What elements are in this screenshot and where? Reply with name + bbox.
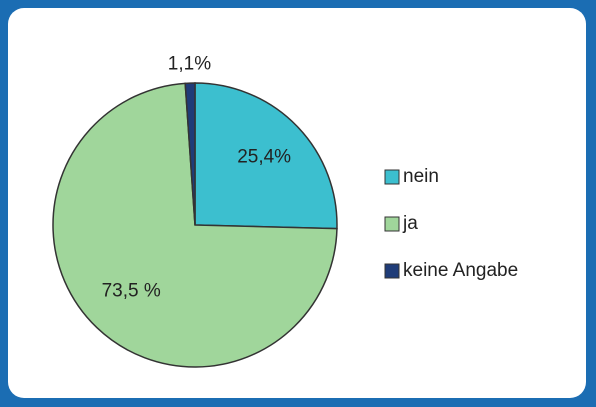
legend-swatch: [384, 263, 400, 279]
pie-slice: [184, 82, 196, 226]
data-label: 1,1%: [168, 54, 211, 75]
legend-swatch: [384, 169, 400, 185]
pie-slice: [52, 82, 338, 368]
legend-label: ja: [402, 213, 418, 234]
legend-label: nein: [403, 166, 439, 187]
data-label: 73,5 %: [102, 281, 161, 302]
pie-slice: [194, 82, 338, 230]
legend-swatch: [384, 216, 400, 232]
data-label: 25,4%: [237, 147, 291, 168]
legend-label: keine Angabe: [403, 260, 518, 281]
